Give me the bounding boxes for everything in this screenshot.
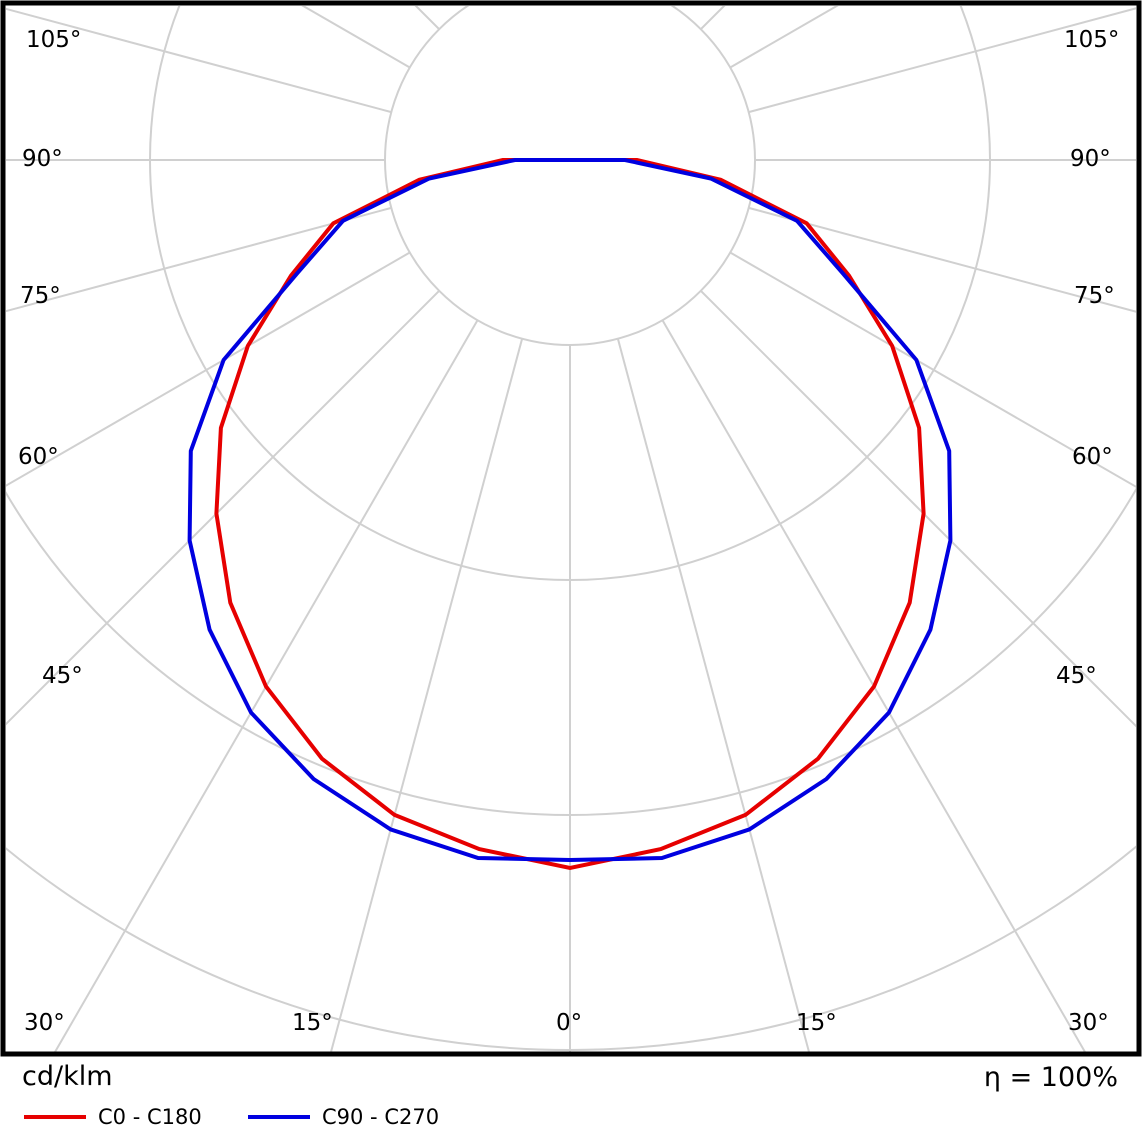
legend-line-c90-icon	[248, 1115, 310, 1119]
legend-label-c90: C90 - C270	[322, 1105, 440, 1129]
grid-spoke	[616, 338, 811, 1052]
angle-tick-label-l30: 30°	[24, 1010, 65, 1036]
plot-border	[0, 0, 1142, 1057]
angle-tick-label-l15: 15°	[292, 1010, 333, 1036]
angle-tick-label-r90: 90°	[1070, 146, 1111, 172]
grid-spoke	[661, 319, 1087, 1052]
units-label: cd/klm	[22, 1061, 113, 1092]
grid-spoke	[748, 206, 1136, 313]
efficiency-label: η = 100%	[983, 1062, 1118, 1093]
curve-c90-c270	[187, 158, 953, 863]
angle-tick-label-l75: 75°	[20, 283, 61, 309]
angle-tick-label-r60: 60°	[1072, 444, 1113, 470]
angle-tick-label-r105: 105°	[1064, 27, 1119, 53]
grid-spoke	[53, 319, 479, 1052]
angle-tick-label-l90: 90°	[22, 146, 63, 172]
angle-tick-label-r30: 30°	[1068, 1010, 1109, 1036]
grid-ring	[384, 6, 756, 346]
angle-tick-label-r75: 75°	[1074, 283, 1115, 309]
angle-tick-label-l60: 60°	[18, 444, 59, 470]
grid-spoke	[6, 206, 392, 313]
intensity-curves	[187, 158, 953, 871]
angle-tick-label-l45: 45°	[42, 663, 83, 689]
grid-spoke	[6, 290, 440, 726]
angle-tick-label-l105: 105°	[26, 27, 81, 53]
grid-spoke	[748, 7, 1136, 114]
grid-spoke	[729, 251, 1136, 488]
angle-tick-label-r15: 15°	[796, 1010, 837, 1036]
legend-label-c0: C0 - C180	[98, 1105, 202, 1129]
grid-spoke	[329, 338, 524, 1052]
angle-tick-label-r45: 45°	[1056, 663, 1097, 689]
grid-spoke	[6, 251, 411, 487]
grid-spoke	[700, 290, 1136, 728]
footer: cd/klm η = 100% C0 - C180 C90 - C270	[0, 1058, 1142, 1132]
angle-tick-labels: 105° 90° 75° 60° 45° 30° 15° 0° 15° 30° 45° 60° 75° 9…	[18, 27, 1119, 1036]
legend-line-c0-icon	[24, 1115, 86, 1119]
grid-spoke	[6, 7, 392, 114]
angle-tick-label-c0: 0°	[556, 1010, 582, 1036]
